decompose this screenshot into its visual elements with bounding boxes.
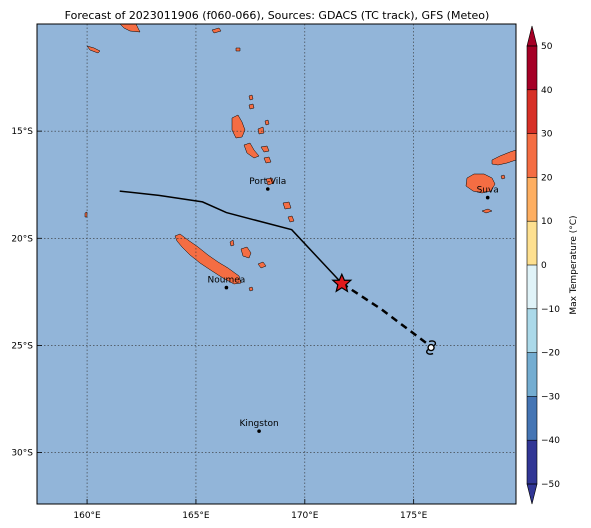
colorbar-segment	[527, 352, 537, 397]
x-tick-label: 175°E	[400, 511, 428, 521]
vanuatu-erromango	[282, 201, 292, 210]
ocean-area	[37, 24, 516, 504]
graticule	[37, 24, 516, 504]
colorbar-tick-label: −40	[541, 436, 560, 446]
y-tick-label: 20°S	[11, 234, 33, 244]
colorbar-segment	[527, 133, 537, 178]
x-tick-label: 165°E	[182, 511, 210, 521]
colorbar-tick-label: −30	[541, 392, 560, 402]
cyclone-track	[119, 190, 428, 345]
loyalty-islands	[240, 246, 252, 259]
loyalty-islands	[229, 239, 235, 247]
vanuatu-islet	[260, 145, 270, 153]
colorbar-tick-label: 40	[541, 86, 553, 96]
chesterfield-islet	[84, 211, 88, 218]
x-tick-label: 160°E	[73, 511, 101, 521]
x-tick-label: 170°E	[291, 511, 319, 521]
city-dot	[257, 429, 261, 433]
colorbar-segment	[527, 440, 537, 485]
y-tick-label: 25°S	[11, 341, 33, 351]
vanuatu-islet	[263, 156, 272, 164]
map-frame	[36, 23, 517, 505]
map-panel: Port-Vila Suva Noumea Kingston 160°E 165°E 17…	[11, 23, 517, 521]
map-title: Forecast of 2023011906 (f060-066), Sourc…	[65, 9, 490, 22]
city-dot	[265, 187, 270, 191]
land-group	[84, 23, 517, 292]
colorbar-tick-label: 0	[541, 261, 547, 271]
y-tick-label: 15°S	[11, 127, 33, 137]
colorbar-tick-label: 20	[541, 173, 553, 183]
colorbar-tick-label: 10	[541, 217, 553, 227]
new-caledonia	[174, 233, 242, 285]
vanuatu-espiritu-santo	[231, 114, 246, 139]
colorbar-tick-label: −20	[541, 349, 560, 359]
colorbar-segment	[527, 46, 537, 91]
fiji-islet	[481, 208, 493, 214]
fiji-viti-levu	[465, 173, 496, 194]
y-tick-label: 30°S	[11, 449, 33, 459]
colorbar-tick-label: −10	[541, 305, 560, 315]
city-marker: Port-Vila	[249, 177, 286, 191]
solomon-islet	[86, 45, 101, 54]
colorbar-segment	[527, 396, 537, 441]
colorbar-extend-max	[526, 25, 538, 47]
city-marker: Suva	[477, 186, 499, 200]
city-dot	[485, 195, 490, 200]
vanuatu-torres	[248, 94, 254, 101]
fiji-islet	[500, 174, 506, 180]
city-dot	[224, 285, 229, 290]
solomon-islet	[235, 47, 241, 52]
vanuatu-tanna	[287, 215, 295, 223]
colorbar-segment	[527, 89, 537, 134]
colorbar-tick-label: 30	[541, 130, 553, 140]
city-marker: Kingston	[239, 419, 279, 433]
colorbar-segment	[527, 308, 537, 353]
forecast-track-line	[341, 282, 428, 345]
past-track-line	[119, 190, 343, 284]
city-label: Suva	[477, 186, 499, 196]
colorbar-segment	[527, 177, 537, 222]
solomon-islet	[211, 27, 222, 34]
colorbar-tick-label: −50	[541, 480, 560, 490]
vanuatu-malakula	[243, 142, 260, 159]
isle-of-pines	[248, 286, 254, 292]
city-marker: Noumea	[208, 276, 246, 290]
axis-ticks: 160°E 165°E 170°E 175°E 15°S 20°S 25°S 30°S	[11, 127, 427, 521]
cities-layer: Port-Vila Suva Noumea Kingston	[208, 177, 499, 433]
colorbar-segment	[527, 265, 537, 310]
colorbar-extend-min	[526, 483, 538, 505]
colorbar: 50 40 30 20 10 0 −10 −20 −30 −40 −50 Max Temperatur…	[526, 25, 579, 505]
vanuatu-islet	[264, 119, 270, 126]
colorbar-tick-label: 50	[541, 42, 553, 52]
vanuatu-torres	[248, 103, 255, 110]
colorbar-label: Max Temperature (°C)	[569, 215, 579, 314]
city-label: Kingston	[239, 419, 278, 429]
city-label: Port-Vila	[249, 177, 286, 187]
current-position-star	[331, 272, 353, 293]
vanuatu-islet	[257, 126, 265, 135]
vanuatu-efate	[265, 177, 275, 186]
city-label: Noumea	[208, 276, 246, 286]
colorbar-segment	[527, 221, 537, 266]
cyclone-icon	[426, 340, 437, 355]
loyalty-islands	[257, 261, 267, 269]
